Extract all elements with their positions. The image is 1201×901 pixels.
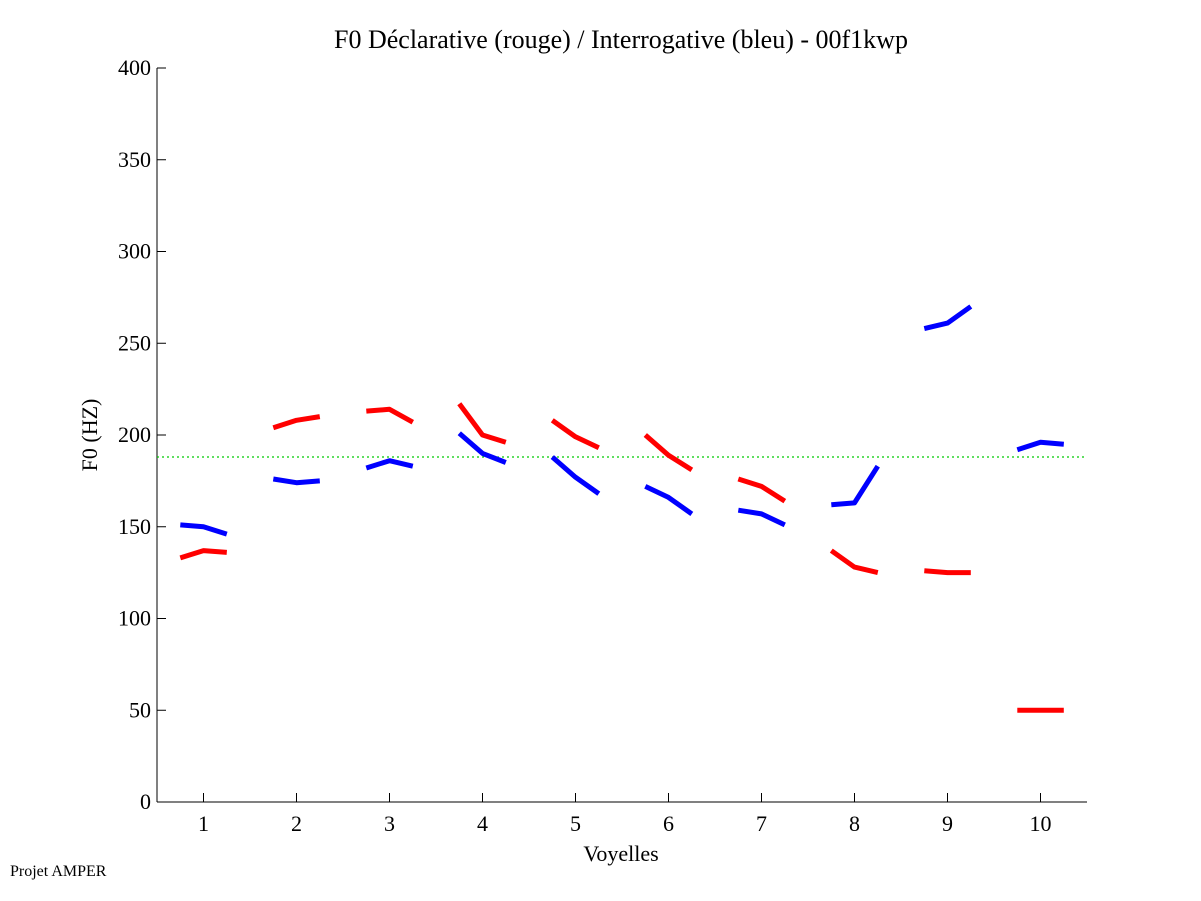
interrogative-segment-9 xyxy=(923,304,973,332)
y-tick-label: 150 xyxy=(118,514,151,539)
x-tick-label: 3 xyxy=(384,811,395,836)
y-tick-label: 400 xyxy=(118,55,151,80)
interrogative-segment-6 xyxy=(644,484,694,516)
declarative-segment-2 xyxy=(272,414,321,431)
interrogative-segment-1 xyxy=(180,522,228,537)
x-axis-label: Voyelles xyxy=(583,841,658,866)
declarative-segment-5 xyxy=(550,418,600,451)
y-tick-label: 50 xyxy=(129,697,151,722)
declarative-segment-1 xyxy=(179,548,227,561)
x-tick-label: 10 xyxy=(1030,811,1052,836)
y-tick-label: 100 xyxy=(118,606,151,631)
series-layer xyxy=(179,304,1065,713)
interrogative-segment-8 xyxy=(831,464,880,508)
series-declarative xyxy=(179,402,1064,713)
interrogative-segment-10 xyxy=(1016,439,1065,453)
y-tick-label: 250 xyxy=(118,330,151,355)
footer-credit: Projet AMPER xyxy=(10,863,107,880)
x-tick-label: 8 xyxy=(849,811,860,836)
x-tick-label: 1 xyxy=(198,811,209,836)
x-tick-label: 7 xyxy=(756,811,767,836)
declarative-segment-7 xyxy=(737,476,787,504)
interrogative-segment-5 xyxy=(550,455,601,496)
series-interrogative xyxy=(180,304,1065,537)
axes: 0 50 100 150 200 250 300 350 400 1 2 3 4 5 6 7 8 9 10 xyxy=(118,55,1087,836)
declarative-segment-8 xyxy=(829,548,879,576)
declarative-segment-3 xyxy=(366,406,415,425)
x-tick-label: 4 xyxy=(477,811,488,836)
interrogative-segment-7 xyxy=(737,507,786,528)
x-tick-label: 2 xyxy=(291,811,302,836)
interrogative-segment-4 xyxy=(457,431,507,465)
y-axis-label: F0 (HZ) xyxy=(77,399,102,472)
x-tick-label: 6 xyxy=(663,811,674,836)
interrogative-segment-3 xyxy=(365,458,414,471)
x-tick-label: 9 xyxy=(942,811,953,836)
y-tick-label: 350 xyxy=(118,147,151,172)
interrogative-segment-2 xyxy=(272,476,320,486)
y-tick-label: 200 xyxy=(118,422,151,447)
declarative-segment-6 xyxy=(643,433,694,473)
declarative-segment-4 xyxy=(457,402,507,445)
declarative-segment-9 xyxy=(924,568,971,576)
y-tick-label: 300 xyxy=(118,239,151,264)
x-tick-label: 5 xyxy=(570,811,581,836)
chart-title: F0 Déclarative (rouge) / Interrogative (… xyxy=(334,25,908,54)
y-tick-label: 0 xyxy=(140,789,151,814)
